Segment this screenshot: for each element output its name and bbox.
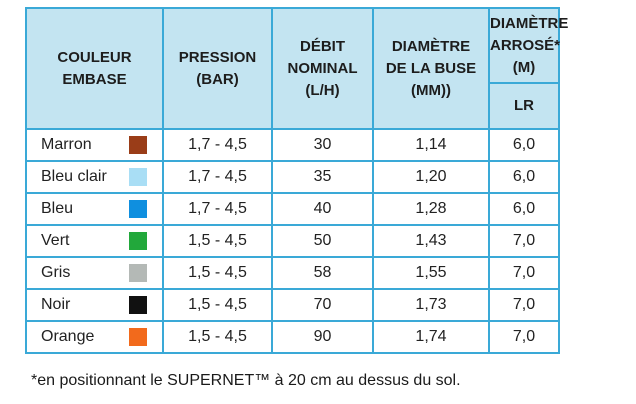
couleur-label: Gris xyxy=(41,264,71,281)
header-line: DE LA BUSE xyxy=(385,59,477,77)
cell-couleur: Bleu xyxy=(25,192,164,226)
header-pression: PRESSION (BAR) xyxy=(162,7,273,130)
cell-diametre-buse: 1,73 xyxy=(372,288,490,322)
header-line: COULEUR xyxy=(57,48,132,66)
header-diametre-buse: DIAMÈTRE DE LA BUSE (MM)) xyxy=(372,7,490,130)
cell-debit: 58 xyxy=(271,256,374,290)
cell-pression: 1,7 - 4,5 xyxy=(162,192,273,226)
color-swatch xyxy=(129,328,147,346)
cell-couleur: Gris xyxy=(25,256,164,290)
color-swatch xyxy=(129,200,147,218)
header-diametre-arrose: DIAMÈTRE ARROSÉ* (M) xyxy=(488,7,569,84)
cell-debit: 40 xyxy=(271,192,374,226)
color-swatch xyxy=(129,136,147,154)
header-line: ARROSÉ* (M) xyxy=(490,36,561,76)
cell-pression: 1,5 - 4,5 xyxy=(162,224,273,258)
couleur-label: Vert xyxy=(41,232,70,249)
cell-debit: 70 xyxy=(271,288,374,322)
couleur-label: Bleu xyxy=(41,200,74,217)
table-row: Bleu 1,7 - 4,5 40 1,28 6,0 xyxy=(25,192,560,226)
couleur-label: Marron xyxy=(41,136,92,153)
cell-couleur: Vert xyxy=(25,224,164,258)
footnote: *en positionnant le SUPERNET™ à 20 cm au… xyxy=(31,372,461,389)
header-debit-nominal: DÉBIT NOMINAL (L/H) xyxy=(271,7,374,130)
cell-lr: 7,0 xyxy=(488,288,560,322)
cell-pression: 1,7 - 4,5 xyxy=(162,128,273,162)
header-line: EMBASE xyxy=(62,70,127,88)
specifications-table-container: COULEUR EMBASE PRESSION (BAR) DÉBIT NOMI… xyxy=(25,7,569,354)
table-row: Marron 1,7 - 4,5 30 1,14 6,0 xyxy=(25,128,560,162)
table-row: Noir 1,5 - 4,5 70 1,73 7,0 xyxy=(25,288,560,322)
color-swatch xyxy=(129,168,147,186)
header-line: NOMINAL xyxy=(287,59,358,77)
cell-couleur: Noir xyxy=(25,288,164,322)
cell-lr: 7,0 xyxy=(488,320,560,354)
cell-debit: 30 xyxy=(271,128,374,162)
color-swatch xyxy=(129,296,147,314)
table-row: Bleu clair 1,7 - 4,5 35 1,20 6,0 xyxy=(25,160,560,194)
header-line: (MM)) xyxy=(411,81,451,99)
header-lr: LR xyxy=(488,82,560,130)
cell-diametre-buse: 1,43 xyxy=(372,224,490,258)
cell-lr: 6,0 xyxy=(488,128,560,162)
cell-diametre-buse: 1,20 xyxy=(372,160,490,194)
cell-diametre-buse: 1,55 xyxy=(372,256,490,290)
header-line: DIAMÈTRE xyxy=(391,37,471,55)
cell-couleur: Orange xyxy=(25,320,164,354)
couleur-label: Bleu clair xyxy=(41,168,107,185)
table-body: Marron 1,7 - 4,5 30 1,14 6,0 Bleu clair 1,7 - … xyxy=(25,128,560,354)
cell-lr: 7,0 xyxy=(488,224,560,258)
cell-debit: 50 xyxy=(271,224,374,258)
cell-diametre-buse: 1,28 xyxy=(372,192,490,226)
couleur-label: Noir xyxy=(41,296,71,313)
header-line: (L/H) xyxy=(305,81,340,99)
cell-couleur: Bleu clair xyxy=(25,160,164,194)
header-line: DÉBIT xyxy=(300,37,345,55)
cell-diametre-buse: 1,14 xyxy=(372,128,490,162)
header-couleur-embase: COULEUR EMBASE xyxy=(25,7,164,130)
table-row: Gris 1,5 - 4,5 58 1,55 7,0 xyxy=(25,256,560,290)
cell-pression: 1,7 - 4,5 xyxy=(162,160,273,194)
cell-pression: 1,5 - 4,5 xyxy=(162,288,273,322)
cell-pression: 1,5 - 4,5 xyxy=(162,256,273,290)
cell-lr: 6,0 xyxy=(488,160,560,194)
couleur-label: Orange xyxy=(41,328,95,345)
cell-lr: 6,0 xyxy=(488,192,560,226)
table-header: COULEUR EMBASE PRESSION (BAR) DÉBIT NOMI… xyxy=(25,7,569,130)
table-row: Vert 1,5 - 4,5 50 1,43 7,0 xyxy=(25,224,560,258)
cell-lr: 7,0 xyxy=(488,256,560,290)
table-row: Orange 1,5 - 4,5 90 1,74 7,0 xyxy=(25,320,560,354)
color-swatch xyxy=(129,264,147,282)
cell-couleur: Marron xyxy=(25,128,164,162)
cell-diametre-buse: 1,74 xyxy=(372,320,490,354)
header-line: (BAR) xyxy=(196,70,239,88)
cell-pression: 1,5 - 4,5 xyxy=(162,320,273,354)
cell-debit: 35 xyxy=(271,160,374,194)
header-line: DIAMÈTRE xyxy=(490,14,569,32)
color-swatch xyxy=(129,232,147,250)
header-line: PRESSION xyxy=(178,48,257,66)
specifications-table: COULEUR EMBASE PRESSION (BAR) DÉBIT NOMI… xyxy=(25,7,569,354)
cell-debit: 90 xyxy=(271,320,374,354)
